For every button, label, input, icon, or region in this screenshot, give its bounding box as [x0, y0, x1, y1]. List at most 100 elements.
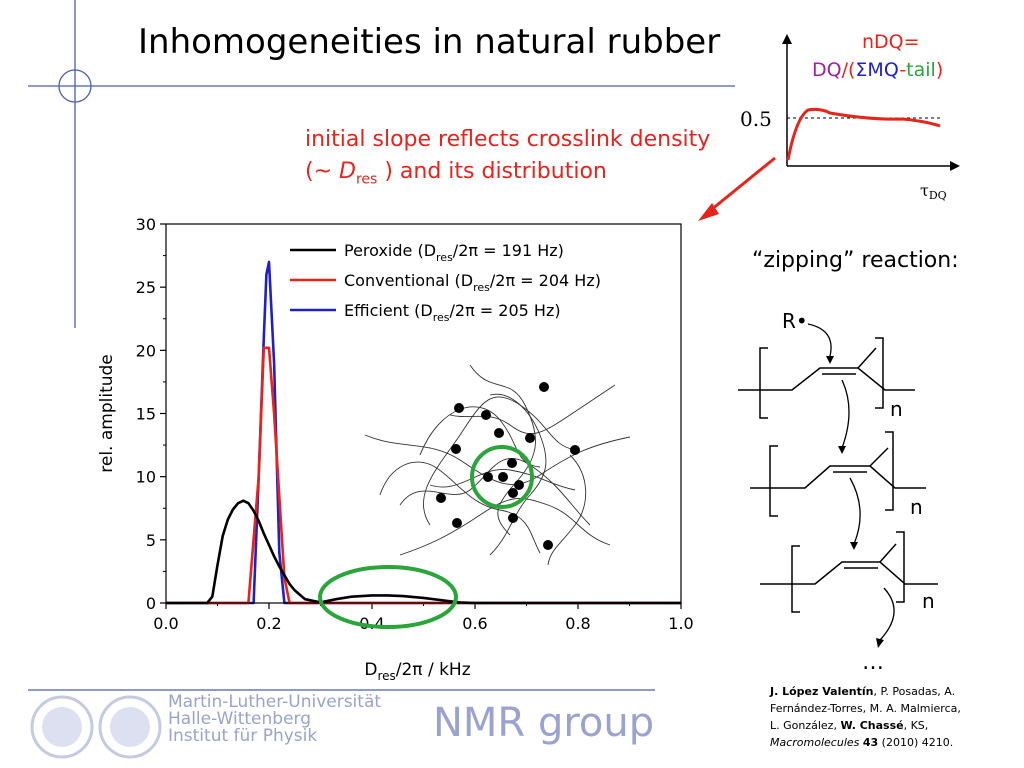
ref-authors-4: , KS, [903, 719, 929, 732]
inset-x-label: τDQ [920, 181, 947, 202]
svg-text:n: n [910, 495, 923, 519]
y-tick-label: 30 [136, 215, 156, 234]
crosslink-dot [539, 382, 549, 392]
university-seals [30, 695, 162, 759]
pointer-arrowhead [698, 203, 719, 221]
plot-frame [165, 223, 682, 604]
polymer-strand [547, 454, 587, 566]
polymer-strand [423, 396, 576, 526]
inset-title-1: nDQ= [862, 31, 920, 53]
annotation-suffix: ) and its distribution [377, 159, 607, 184]
polymer-strand [419, 406, 541, 468]
crosslink-dot [525, 433, 535, 443]
crosslink-dot [451, 444, 461, 454]
inset-x-arrow [950, 161, 960, 171]
footer-university: Martin-Luther-Universität Halle-Wittenbe… [168, 694, 381, 745]
polymer-strand [399, 498, 611, 556]
y-axis-label: rel. amplitude [97, 354, 117, 473]
legend-label: Efficient (Dres/2π = 205 Hz) [344, 301, 561, 324]
ref-journal: Macromolecules [770, 736, 860, 749]
legend-label: Conventional (Dres/2π = 204 Hz) [344, 271, 601, 294]
y-tick-label: 15 [136, 405, 156, 424]
crosslink-dot [508, 513, 518, 523]
crosslink-dot [452, 518, 462, 528]
reference: J. López Valentín, P. Posadas, A. Fernán… [770, 683, 961, 751]
crosslink-dot [436, 493, 446, 503]
series-line [166, 346, 681, 605]
inset-y-arrow [782, 34, 792, 44]
annotation-d: D [339, 159, 356, 184]
crosslink-dot [498, 472, 508, 482]
x-tick-label: 0.8 [565, 614, 590, 633]
crosslink-dot [494, 428, 504, 438]
slope-annotation: initial slope reflects crosslink density… [305, 124, 710, 195]
network-sketch [364, 364, 631, 566]
ref-authors-1: , P. Posadas, A. [873, 685, 956, 698]
inset-y-mark: 0.5 [740, 107, 772, 131]
reaction-scheme: R• n n n [738, 309, 938, 648]
x-tick-label: 0.6 [462, 614, 487, 633]
y-tick-label: 25 [136, 278, 156, 297]
svg-text:n: n [922, 589, 935, 613]
polymer-strand [489, 393, 547, 556]
footer-line-2: Halle-Wittenberg [168, 709, 312, 729]
series-line [166, 499, 681, 605]
inset-title-2: DQ/(ΣMQ-tail) [812, 59, 943, 81]
chart-legend: Peroxide (Dres/2π = 191 Hz) Conventional … [290, 241, 601, 324]
annotation-line-1: initial slope reflects crosslink density [305, 127, 711, 152]
polymer-unit-3: n [760, 531, 938, 648]
ndq-inset: 0.5 τDQ nDQ= DQ/(ΣMQ-tail) [740, 31, 960, 202]
polymer-strand [449, 384, 616, 435]
x-tick-label: 0.2 [256, 614, 281, 633]
ref-authors-2: Fernández-Torres, M. A. Malmierca, [770, 702, 961, 715]
ref-volume: 43 [862, 736, 879, 749]
x-axis-label: Dres/2π / kHz [364, 660, 470, 683]
annotation-line-2: (~ Dres ) and its distribution [305, 156, 710, 195]
crosslink-highlight-circle [470, 445, 534, 509]
crosslink-dot [543, 540, 553, 550]
inset-ndq-curve [786, 107, 941, 161]
polymer-strand [364, 434, 631, 485]
crosslink-dot [454, 403, 464, 413]
legend-label: Peroxide (Dres/2π = 191 Hz) [344, 241, 564, 264]
ref-author-2: W. Chassé [840, 719, 904, 732]
crosslink-dot [514, 480, 524, 490]
annotation-prefix: (~ [305, 159, 340, 184]
polymer-strand [399, 458, 591, 526]
radical-label: R• [782, 309, 808, 333]
seal-icon [30, 695, 94, 759]
series-line [166, 260, 681, 605]
y-tick-label: 0 [146, 594, 156, 613]
y-tick-label: 20 [136, 341, 156, 360]
svg-text:n: n [890, 397, 903, 421]
chart-series [166, 260, 681, 605]
y-tick-label: 5 [146, 531, 156, 550]
crosslink-dot [570, 445, 580, 455]
polymer-strand [469, 364, 536, 536]
page-title: Inhomogeneities in natural rubber [138, 22, 721, 62]
polymer-unit-2: n [750, 431, 926, 550]
crosslink-dot [508, 488, 518, 498]
polymer-strand [429, 469, 576, 491]
zipping-label: “zipping” reaction: [752, 248, 959, 273]
x-tick-label: 0.0 [153, 614, 178, 633]
y-tick-label: 10 [136, 468, 156, 487]
ref-authors-3: L. González, [770, 719, 841, 732]
ref-author-1: J. López Valentín [770, 685, 874, 698]
footer-line-1: Martin-Luther-Universität [168, 692, 382, 712]
annotation-sub: res [355, 171, 378, 188]
crosslink-dot [507, 458, 517, 468]
footer-group: NMR group [433, 700, 655, 746]
continuation-ellipsis: … [862, 650, 884, 675]
crosslink-dot [481, 410, 491, 420]
crosslink-dot [483, 472, 493, 482]
seal-icon [98, 695, 162, 759]
tail-highlight-ellipse [318, 565, 458, 629]
rule-circle [58, 69, 92, 103]
radical-arrow [807, 323, 832, 357]
footer-line-3: Institut für Physik [168, 726, 318, 746]
x-tick-label: 1.0 [668, 614, 693, 633]
ref-year-pages: (2010) 4210. [878, 736, 954, 749]
polymer-unit-1: n [738, 337, 915, 454]
